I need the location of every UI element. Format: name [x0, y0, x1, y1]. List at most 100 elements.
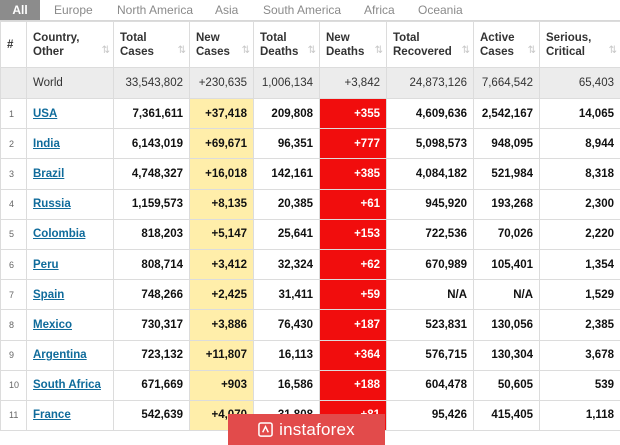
new-deaths-cell: +62 — [319, 248, 387, 281]
table-row: 3 Brazil 4,748,327 +16,018 142,161 +385 4,084,… — [0, 158, 620, 190]
new-deaths-cell: +3,842 — [319, 67, 387, 99]
active-cases-cell: 521,984 — [473, 158, 540, 190]
watermark-text: instaforex — [279, 419, 355, 439]
world-total-row: World 33,543,802 +230,635 1,006,134 +3,8… — [0, 67, 620, 99]
total-cases-cell: 723,132 — [113, 339, 190, 371]
table-row: 5 Colombia 818,203 +5,147 25,641 +153 722,536 7… — [0, 218, 620, 250]
country-link[interactable]: Argentina — [33, 349, 87, 362]
total-recovered-cell: 4,084,182 — [386, 158, 474, 190]
country-name: World — [26, 67, 114, 99]
country-name: South Africa — [26, 369, 114, 401]
country-link[interactable]: Peru — [33, 258, 59, 271]
country-link[interactable]: South Africa — [33, 379, 101, 392]
country-link[interactable]: Spain — [33, 288, 65, 301]
new-deaths-cell: +59 — [319, 279, 387, 311]
table-row: 6 Peru 808,714 +3,412 32,324 +62 670,989 105,40… — [0, 248, 620, 281]
row-index: 4 — [0, 188, 27, 220]
serious-critical-cell: 2,385 — [539, 309, 620, 341]
col-header-active-cases[interactable]: Active Cases ⇅ — [473, 21, 540, 68]
total-cases-cell: 1,159,573 — [113, 188, 190, 220]
col-header-serious-critical[interactable]: Serious, Critical ⇅ — [539, 21, 620, 68]
country-name: Colombia — [26, 218, 114, 250]
total-deaths-cell: 16,113 — [253, 339, 320, 371]
active-cases-cell: 130,056 — [473, 309, 540, 341]
instaforex-watermark: instaforex — [228, 414, 385, 445]
covid-stats-table: # Country, Other ⇅ Total Cases ⇅ New Cases… — [0, 21, 620, 432]
country-link[interactable]: Russia — [33, 198, 71, 211]
header-row: # Country, Other ⇅ Total Cases ⇅ New Cases… — [0, 21, 620, 68]
total-cases-cell: 818,203 — [113, 218, 190, 250]
col-header-index[interactable]: # — [0, 21, 27, 68]
sort-icon: ⇅ — [374, 45, 383, 56]
serious-critical-cell: 8,944 — [539, 128, 620, 160]
new-deaths-cell: +385 — [319, 158, 387, 190]
tab-north-america[interactable]: North America — [117, 3, 194, 17]
country-name: India — [26, 128, 114, 160]
country-name: USA — [26, 97, 114, 130]
serious-critical-cell: 1,529 — [539, 279, 620, 311]
total-deaths-cell: 96,351 — [253, 128, 320, 160]
tab-europe[interactable]: Europe — [54, 3, 93, 17]
serious-critical-cell: 2,300 — [539, 188, 620, 220]
tab-south-america[interactable]: South America — [263, 3, 342, 17]
tab-asia[interactable]: Asia — [215, 3, 239, 17]
new-cases-cell: +11,807 — [189, 339, 254, 371]
country-link[interactable]: Brazil — [33, 167, 65, 180]
total-deaths-cell: 25,641 — [253, 218, 320, 250]
total-cases-cell: 730,317 — [113, 309, 190, 341]
new-deaths-cell: +188 — [319, 369, 387, 401]
col-header-new-cases[interactable]: New Cases ⇅ — [189, 21, 254, 68]
serious-critical-cell: 2,220 — [539, 218, 620, 250]
col-header-label: New Cases — [196, 31, 230, 58]
row-index: 5 — [0, 218, 27, 250]
country-link[interactable]: Colombia — [33, 228, 86, 241]
tab-oceania[interactable]: Oceania — [418, 3, 463, 17]
new-cases-cell: +69,671 — [189, 128, 254, 160]
country-link[interactable]: Mexico — [33, 318, 72, 331]
tab-africa[interactable]: Africa — [364, 3, 395, 17]
active-cases-cell: 130,304 — [473, 339, 540, 371]
total-cases-cell: 748,266 — [113, 279, 190, 311]
col-header-total-deaths[interactable]: Total Deaths ⇅ — [253, 21, 320, 68]
table-row: 8 Mexico 730,317 +3,886 76,430 +187 523,831 130… — [0, 309, 620, 341]
new-cases-cell: +16,018 — [189, 158, 254, 190]
country-name: Mexico — [26, 309, 114, 341]
total-deaths-cell: 209,808 — [253, 97, 320, 130]
country-link[interactable]: USA — [33, 107, 58, 120]
col-header-label: Total Recovered — [393, 31, 452, 58]
new-cases-cell: +903 — [189, 369, 254, 401]
active-cases-cell: 50,605 — [473, 369, 540, 401]
row-index: 1 — [0, 97, 27, 130]
total-recovered-cell: 604,478 — [386, 369, 474, 401]
total-deaths-cell: 16,586 — [253, 369, 320, 401]
col-header-total-recovered[interactable]: Total Recovered ⇅ — [386, 21, 474, 68]
serious-critical-cell: 14,065 — [539, 97, 620, 130]
total-cases-cell: 542,639 — [113, 399, 190, 432]
country-name: Russia — [26, 188, 114, 220]
sort-icon: ⇅ — [461, 45, 470, 56]
sort-icon: ⇅ — [608, 45, 617, 56]
row-index: 3 — [0, 158, 27, 190]
active-cases-cell: 193,268 — [473, 188, 540, 220]
total-deaths-cell: 32,324 — [253, 248, 320, 281]
tab-all[interactable]: All — [0, 0, 40, 20]
serious-critical-cell: 3,678 — [539, 339, 620, 371]
serious-critical-cell: 539 — [539, 369, 620, 401]
country-link[interactable]: India — [33, 137, 60, 150]
total-cases-cell: 808,714 — [113, 248, 190, 281]
new-cases-cell: +5,147 — [189, 218, 254, 250]
new-deaths-cell: +364 — [319, 339, 387, 371]
col-header-label: Active Cases — [480, 31, 515, 58]
col-header-label: New Deaths — [326, 31, 365, 58]
new-deaths-cell: +187 — [319, 309, 387, 341]
new-cases-cell: +230,635 — [189, 67, 254, 99]
col-header-new-deaths[interactable]: New Deaths ⇅ — [319, 21, 387, 68]
new-cases-cell: +3,886 — [189, 309, 254, 341]
country-link[interactable]: France — [33, 409, 71, 422]
col-header-country[interactable]: Country, Other ⇅ — [26, 21, 114, 68]
country-name: Spain — [26, 279, 114, 311]
col-header-total-cases[interactable]: Total Cases ⇅ — [113, 21, 190, 68]
total-recovered-cell: 722,536 — [386, 218, 474, 250]
serious-critical-cell: 8,318 — [539, 158, 620, 190]
sort-icon: ⇅ — [307, 45, 316, 56]
